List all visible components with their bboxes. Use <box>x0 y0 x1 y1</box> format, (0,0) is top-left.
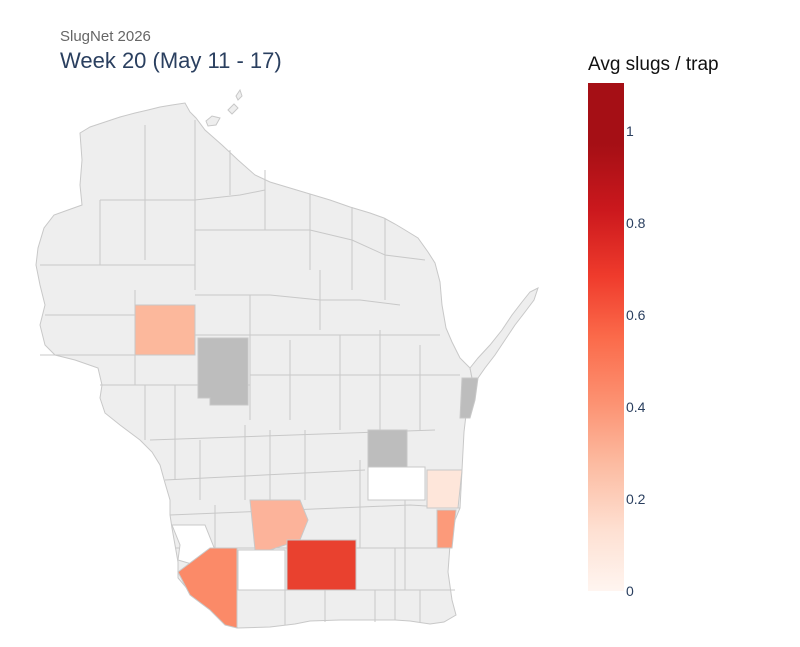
colorbar <box>588 83 624 591</box>
page-title: Week 20 (May 11 - 17) <box>60 48 282 73</box>
county-clark[interactable] <box>197 337 249 406</box>
wisconsin-county-map <box>35 88 539 629</box>
island <box>235 88 243 101</box>
county-calumet[interactable] <box>367 429 408 468</box>
colorbar-tick: 1 <box>626 123 634 139</box>
colorbar-tick: 0.2 <box>626 491 646 507</box>
county-grant[interactable] <box>177 547 238 629</box>
county-fond-du-lac[interactable] <box>367 466 426 501</box>
county-base[interactable] <box>35 102 473 629</box>
app-subtitle: SlugNet 2026 <box>60 28 151 45</box>
colorbar-tick: 0.8 <box>626 215 646 231</box>
island <box>205 115 221 127</box>
county-ozaukee[interactable] <box>436 509 457 549</box>
colorbar-tick: 0.4 <box>626 399 646 415</box>
county-chippewa[interactable] <box>134 304 196 356</box>
colorbar-tick: 0 <box>626 583 634 599</box>
county-iowa[interactable] <box>237 549 286 591</box>
county-sheboygan[interactable] <box>426 469 463 509</box>
county-door[interactable] <box>469 287 539 379</box>
colorbar-tick: 0.6 <box>626 307 646 323</box>
county-dane[interactable] <box>286 539 357 591</box>
colorbar-title: Avg slugs / trap <box>588 54 719 75</box>
county-kewaunee[interactable] <box>459 377 479 419</box>
island <box>227 103 239 115</box>
